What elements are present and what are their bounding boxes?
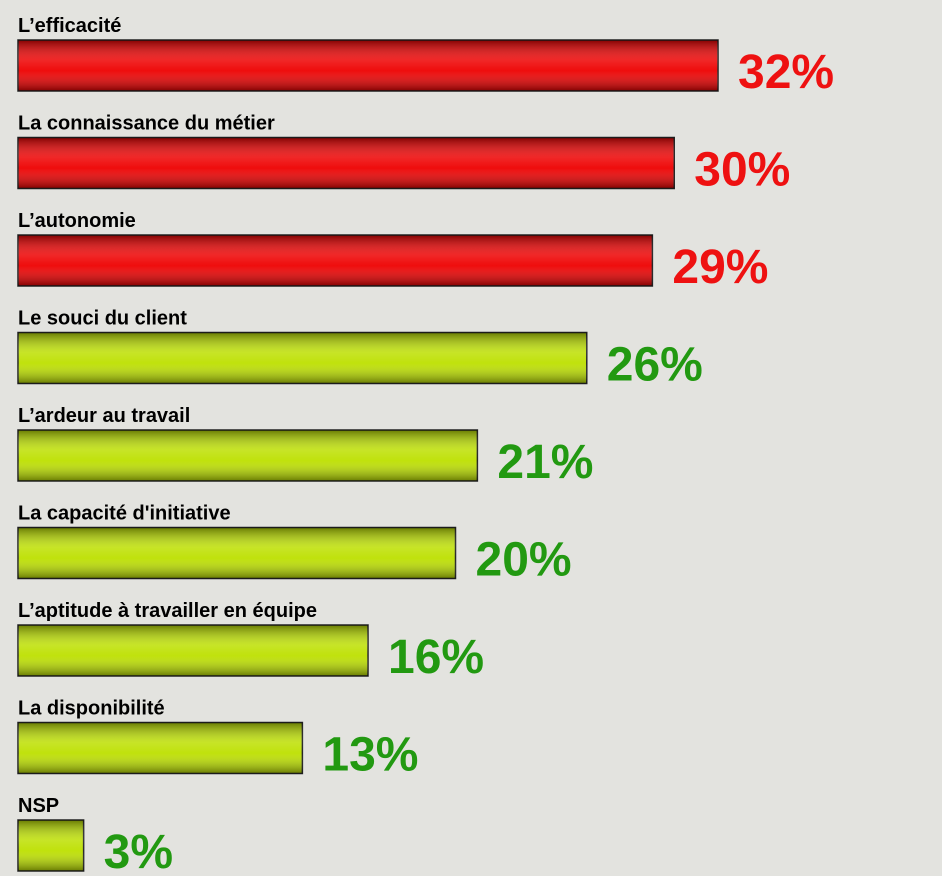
category-label: La connaissance du métier [18,113,275,135]
value-label: 16% [388,631,484,684]
bar-shade [18,820,84,871]
bar-shade [18,235,653,286]
category-label: L’autonomie [18,210,136,232]
bar-shade [18,625,368,676]
category-label: L’aptitude à travailler en équipe [18,600,317,622]
bar-shade [18,137,675,189]
category-label: La disponibilité [18,698,165,720]
value-label: 3% [104,826,173,876]
value-label: 32% [738,46,834,99]
value-label: 29% [672,241,768,294]
category-label: L’ardeur au travail [18,405,190,427]
bar-shade [18,722,303,774]
bar-shade [18,40,718,91]
value-label: 26% [607,339,703,392]
bar-shade [18,430,478,481]
value-label: 13% [322,729,418,782]
value-label: 20% [476,534,572,587]
category-label: La capacité d'initiative [18,503,231,525]
value-label: 21% [497,436,593,489]
value-label: 30% [694,144,790,197]
category-label: NSP [18,795,59,817]
category-label: Le souci du client [18,308,187,330]
category-label: L’efficacité [18,15,121,37]
bar-shade [18,527,456,579]
bar-shade [18,332,587,384]
